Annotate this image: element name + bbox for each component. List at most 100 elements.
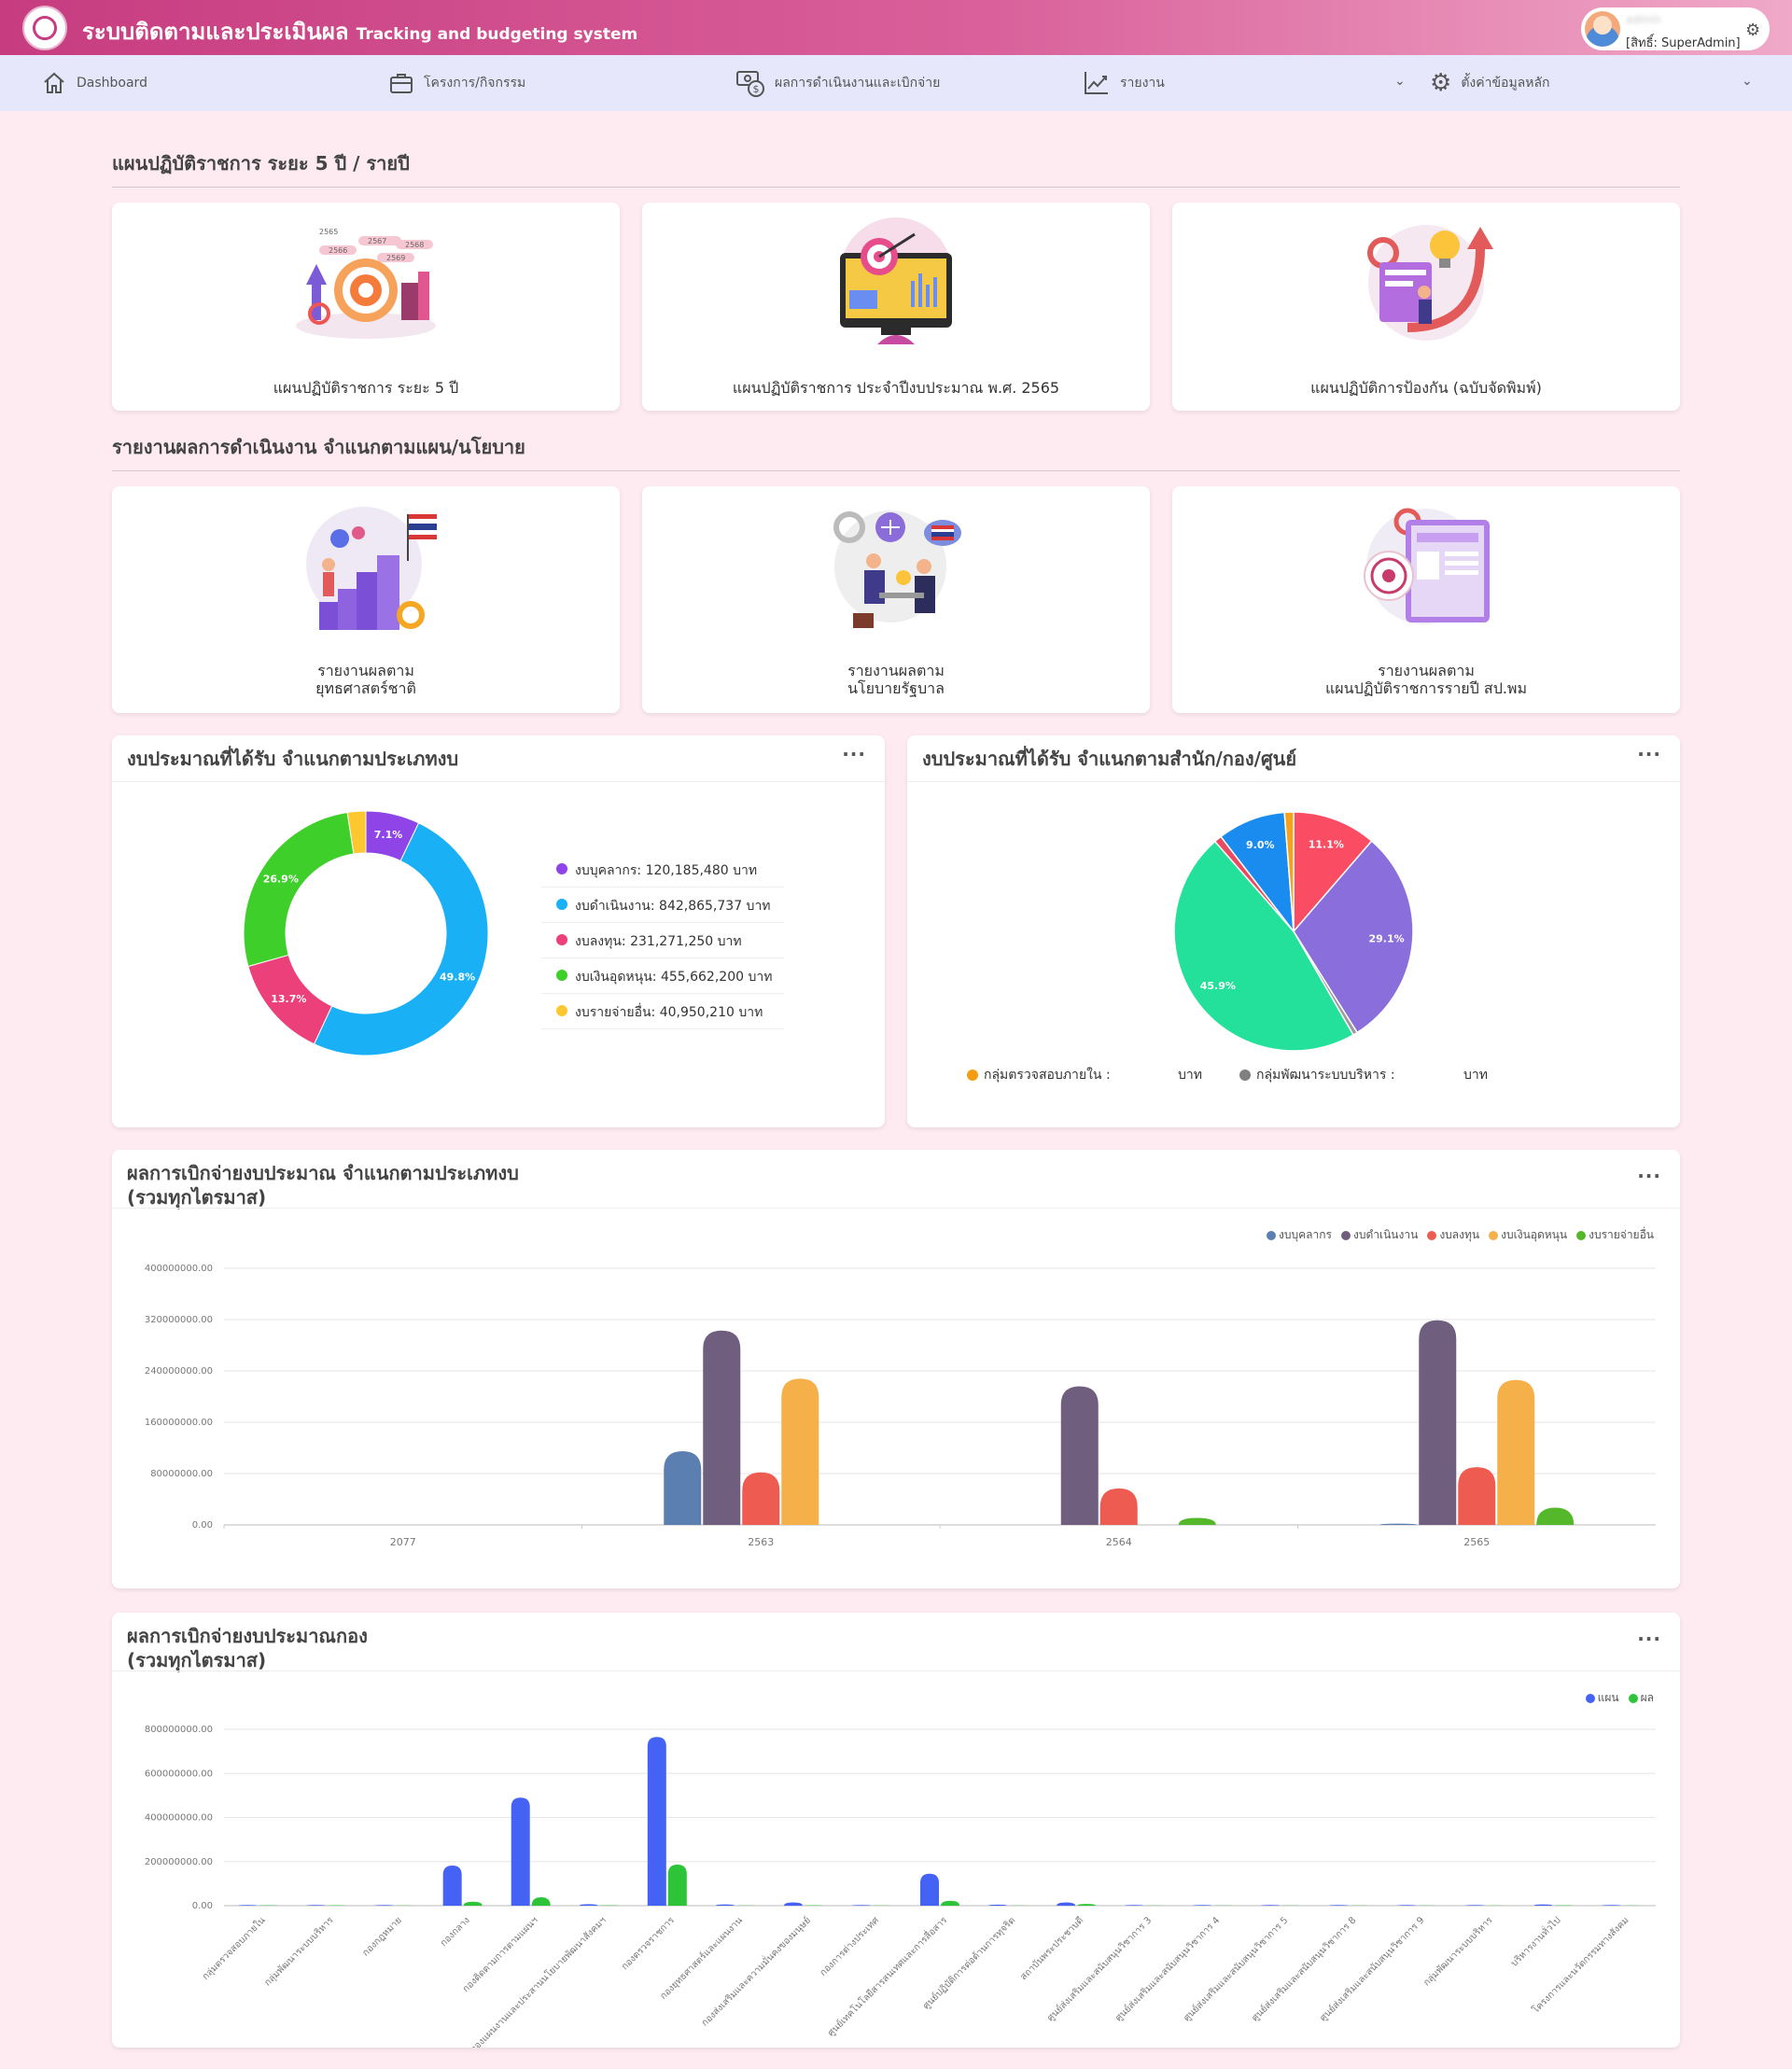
legend-item[interactable]: งบรายจ่ายอื่น [1576,1228,1654,1241]
y-tick-label: 80000000.00 [150,1469,213,1479]
legend-label: แผน [1597,1691,1619,1704]
bar[interactable] [781,1378,819,1525]
gear-icon[interactable]: ⚙ [1745,21,1761,40]
legend-item[interactable]: ผล [1628,1691,1654,1704]
legend-item[interactable]: งบเงินอุดหนุน: 455,662,200 บาท [541,958,784,994]
pie-slice[interactable] [1173,840,1354,1052]
bar[interactable] [1125,1905,1144,1906]
more-options-icon[interactable]: ··· [1637,1628,1661,1650]
nav-reports[interactable]: รายงาน [1083,55,1165,111]
x-tick-label: กองส่งเสริมและความมั่นคงของมนุษย์ [698,1913,813,2028]
legend-item[interactable]: งบเงินอุดหนุน [1489,1228,1567,1241]
bar[interactable] [1060,1386,1099,1526]
legend-item[interactable]: งบดำเนินงาน: 842,865,737 บาท [541,887,784,923]
bar[interactable] [920,1873,939,1906]
bar[interactable] [1602,1905,1621,1906]
top-header: ระบบติดตามและประเมินผล Tracking and budge… [0,0,1792,55]
user-menu[interactable]: admin [สิทธิ์: SuperAdmin] ⚙ [1581,7,1770,50]
x-tick-label: ศูนย์เทคโนโลยีสารสนเทศและการสื่อสาร [824,1913,950,2039]
bar[interactable] [1329,1905,1349,1906]
x-tick-label: กลุ่มตรวจสอบภายใน [200,1915,267,1982]
nav-projects[interactable]: โครงการ/กิจกรรม [388,55,525,111]
bar[interactable] [941,1900,959,1906]
legend-item[interactable]: งบดำเนินงาน [1340,1228,1418,1241]
bar[interactable] [374,1905,394,1906]
divider [112,470,1680,471]
bar[interactable] [664,1450,702,1525]
chevron-down-icon[interactable]: ⌄ [1394,74,1406,89]
x-tick-label: 2077 [390,1536,416,1548]
x-tick-label: ศูนย์ส่งเสริมและสนับสนุนวิชาการ 3 [1045,1915,1155,2024]
plan-tile-annual[interactable]: แผนปฏิบัติราชการ ประจำปีงบประมาณ พ.ศ. 25… [642,203,1150,411]
more-options-icon[interactable]: ··· [1637,1165,1661,1187]
more-options-icon[interactable]: ··· [1637,743,1661,765]
plan-tile-prevention[interactable]: แผนปฏิบัติการป้องกัน (ฉบับจัดพิมพ์) [1172,203,1680,411]
bar[interactable] [1497,1379,1535,1525]
panel-title-line2: (รวมทุกไตรมาส) [127,1186,267,1209]
bar[interactable] [1261,1905,1281,1906]
ministry-logo[interactable] [22,6,67,50]
bar[interactable] [1099,1488,1138,1525]
bar[interactable] [1465,1905,1485,1906]
bar[interactable] [783,1902,803,1906]
legend-item[interactable]: งบบุคลากร [1267,1228,1332,1241]
bar[interactable] [1057,1902,1076,1906]
bar-chart: 0.00 80000000.00 160000000.00 240000000.00 3… [145,1264,1656,1548]
bar[interactable] [1458,1467,1496,1525]
bar[interactable] [715,1904,735,1906]
pie-slice[interactable] [1283,811,1295,932]
bar[interactable] [1397,1905,1417,1906]
bar[interactable] [1379,1523,1418,1525]
donut-slice[interactable] [243,811,355,968]
legend-item[interactable]: งบลงทุน [1427,1228,1479,1241]
pie-legend-item[interactable]: กลุ่มตรวจสอบภายใน : [967,1065,1111,1085]
bar[interactable] [442,1866,462,1906]
bar[interactable] [1419,1320,1457,1525]
bar[interactable] [238,1905,258,1906]
pie-slice[interactable] [1293,840,1414,1034]
report-tile-national-strategy[interactable]: รายงานผลตาม ยุทธศาสตร์ชาติ [112,486,620,713]
report-tile-government-policy[interactable]: รายงานผลตาม นโยบายรัฐบาล [642,486,1150,713]
plan-tile-5year[interactable]: 2565 2566 2567 2568 2569 แผนปฏิบัติราชกา… [112,203,620,411]
y-tick-label: 0.00 [192,1520,213,1531]
bar[interactable] [667,1865,687,1906]
bar[interactable] [1077,1904,1097,1906]
panel-title: งบประมาณที่ได้รับ จำแนกตามสำนัก/กอง/ศูนย… [922,748,1297,770]
bar[interactable] [851,1905,871,1906]
pie-slice[interactable] [1293,811,1373,934]
legend-item[interactable]: งบบุคลากร: 120,185,480 บาท [541,851,784,888]
bar[interactable] [531,1897,551,1906]
slice-label: 11.1% [1309,838,1344,850]
app-title: ระบบติดตามและประเมินผล Tracking and budge… [82,13,637,49]
bar[interactable] [703,1330,741,1525]
bar[interactable] [1178,1517,1216,1525]
year-label: 2566 [329,246,347,255]
bar[interactable] [1536,1507,1575,1525]
bar[interactable] [742,1472,780,1525]
chevron-down-icon[interactable]: ⌄ [1742,74,1753,89]
panel-title: ผลการเบิกจ่ายงบประมาณกอง (รวมทุกไตรมาส) [127,1624,368,1672]
bar[interactable] [463,1901,483,1906]
bar[interactable] [988,1904,1008,1906]
legend-item[interactable]: งบรายจ่ายอื่น: 40,950,210 บาท [541,993,784,1029]
more-options-icon[interactable]: ··· [842,743,866,765]
bar[interactable] [511,1797,530,1906]
pie-legend-item[interactable]: กลุ่มพัฒนาระบบบริหาร : [1239,1065,1395,1085]
report-tile-annual-plan[interactable]: รายงานผลตาม แผนปฏิบัติราชการรายปี สป.พม [1172,486,1680,713]
bar[interactable] [1193,1905,1212,1906]
bar[interactable] [1533,1904,1553,1906]
donut-slice[interactable] [313,822,489,1056]
bar[interactable] [647,1737,666,1906]
bar[interactable] [306,1905,326,1906]
nav-dashboard[interactable]: Dashboard [41,55,147,111]
policy-illustration [833,510,961,628]
legend-item[interactable]: งบลงทุน: 231,271,250 บาท [541,922,784,958]
nav-performance[interactable]: $ ผลการดำเนินงานและเบิกจ่าย [735,55,940,111]
avatar[interactable] [1585,11,1620,47]
nav-settings[interactable]: ⚙ ตั้งค่าข้อมูลหลัก [1430,55,1550,111]
bar[interactable] [579,1904,598,1906]
legend-item[interactable]: แผน [1585,1691,1619,1704]
budget-by-office-panel: งบประมาณที่ได้รับ จำแนกตามสำนัก/กอง/ศูนย… [907,735,1680,1127]
donut-slice[interactable] [346,810,367,855]
legend-dot [1585,1693,1595,1703]
